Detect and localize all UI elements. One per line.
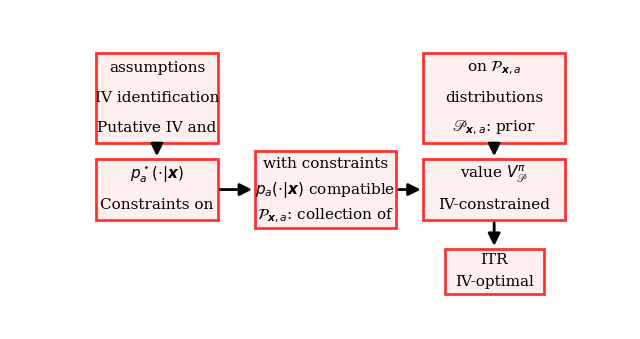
FancyBboxPatch shape (96, 159, 218, 220)
FancyBboxPatch shape (96, 53, 218, 143)
FancyBboxPatch shape (424, 159, 565, 220)
Text: Putative IV and: Putative IV and (97, 121, 216, 135)
Text: Constraints on: Constraints on (100, 198, 214, 212)
Text: on $\mathcal{P}_{\boldsymbol{x},a}$: on $\mathcal{P}_{\boldsymbol{x},a}$ (467, 59, 522, 77)
Text: IV identification: IV identification (95, 91, 219, 105)
Text: assumptions: assumptions (109, 61, 205, 75)
Text: ITR: ITR (481, 253, 508, 267)
Text: $\mathcal{P}_{\boldsymbol{x},a}$: collection of: $\mathcal{P}_{\boldsymbol{x},a}$: collec… (257, 206, 394, 224)
Text: with constraints: with constraints (263, 157, 388, 171)
Text: IV-optimal: IV-optimal (455, 275, 534, 290)
FancyBboxPatch shape (255, 151, 396, 228)
Text: $p_a(\cdot|\boldsymbol{x})$ compatible: $p_a(\cdot|\boldsymbol{x})$ compatible (255, 180, 396, 200)
Text: value $V^\pi_{\mathscr{P}}$: value $V^\pi_{\mathscr{P}}$ (460, 164, 528, 185)
Text: $\mathscr{P}_{\boldsymbol{x},a}$: prior: $\mathscr{P}_{\boldsymbol{x},a}$: prior (452, 119, 536, 137)
Text: distributions: distributions (445, 91, 543, 105)
FancyBboxPatch shape (445, 249, 544, 294)
Text: IV-constrained: IV-constrained (438, 198, 550, 212)
Text: $p_a^\star(\cdot|\boldsymbol{x})$: $p_a^\star(\cdot|\boldsymbol{x})$ (130, 164, 184, 184)
FancyBboxPatch shape (424, 53, 565, 143)
